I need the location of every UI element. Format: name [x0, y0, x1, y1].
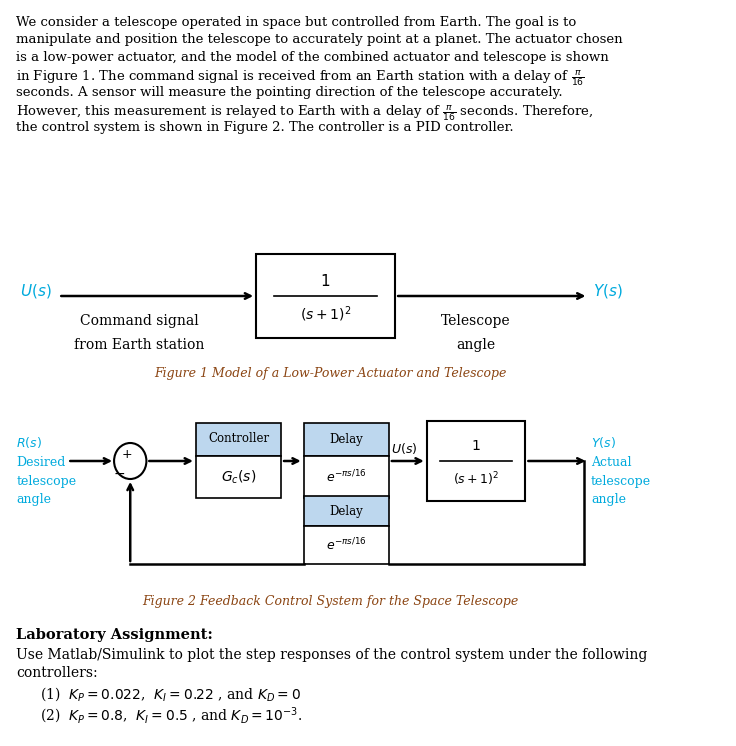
Text: angle: angle	[591, 492, 626, 506]
Text: controllers:: controllers:	[16, 666, 98, 680]
Text: telescope: telescope	[591, 474, 651, 487]
Text: (1)  $K_P = 0.022$,  $K_I = 0.22$ , and $K_D = 0$: (1) $K_P = 0.022$, $K_I = 0.22$ , and $K…	[40, 685, 301, 703]
Text: Command signal: Command signal	[79, 314, 199, 328]
FancyBboxPatch shape	[303, 456, 389, 498]
Text: Delay: Delay	[330, 504, 363, 518]
Text: angle: angle	[456, 338, 495, 352]
Text: is a low-power actuator, and the model of the combined actuator and telescope is: is a low-power actuator, and the model o…	[16, 51, 609, 64]
Text: $Y(s)$: $Y(s)$	[592, 282, 623, 300]
Text: $e^{-\pi s/16}$: $e^{-\pi s/16}$	[326, 468, 367, 486]
Text: $e^{-\pi s/16}$: $e^{-\pi s/16}$	[326, 536, 367, 554]
Text: Delay: Delay	[330, 433, 363, 445]
Text: $G_c(s)$: $G_c(s)$	[221, 468, 256, 486]
FancyBboxPatch shape	[303, 496, 389, 526]
Text: $R(s)$: $R(s)$	[16, 436, 42, 451]
Text: seconds. A sensor will measure the pointing direction of the telescope accuratel: seconds. A sensor will measure the point…	[16, 86, 563, 99]
FancyBboxPatch shape	[196, 423, 281, 456]
Text: $(s+1)^2$: $(s+1)^2$	[300, 304, 351, 324]
Text: Actual: Actual	[591, 457, 631, 469]
Text: telescope: telescope	[16, 474, 77, 487]
Text: Figure 2 Feedback Control System for the Space Telescope: Figure 2 Feedback Control System for the…	[142, 595, 519, 607]
FancyBboxPatch shape	[303, 423, 389, 456]
Text: +: +	[121, 448, 132, 460]
Text: Controller: Controller	[208, 433, 269, 445]
Text: $-$: $-$	[113, 466, 126, 480]
Text: Desired: Desired	[16, 457, 66, 469]
Text: (2)  $K_P = 0.8$,  $K_I = 0.5$ , and $K_D = 10^{-3}$.: (2) $K_P = 0.8$, $K_I = 0.5$ , and $K_D …	[40, 706, 303, 727]
Text: $U(s)$: $U(s)$	[20, 282, 52, 300]
Text: We consider a telescope operated in space but controlled from Earth. The goal is: We consider a telescope operated in spac…	[16, 16, 576, 29]
Text: manipulate and position the telescope to accurately point at a planet. The actua: manipulate and position the telescope to…	[16, 34, 623, 46]
Text: from Earth station: from Earth station	[74, 338, 205, 352]
Text: $Y(s)$: $Y(s)$	[591, 436, 616, 451]
Text: However, this measurement is relayed to Earth with a delay of $\frac{\pi}{16}$ s: However, this measurement is relayed to …	[16, 104, 594, 123]
Text: Figure 1 Model of a Low-Power Actuator and Telescope: Figure 1 Model of a Low-Power Actuator a…	[155, 368, 506, 380]
Text: the control system is shown in Figure 2. The controller is a PID controller.: the control system is shown in Figure 2.…	[16, 121, 514, 134]
FancyBboxPatch shape	[196, 456, 281, 498]
FancyBboxPatch shape	[427, 421, 526, 501]
Text: $(s+1)^2$: $(s+1)^2$	[453, 470, 499, 488]
FancyBboxPatch shape	[303, 526, 389, 564]
Text: in Figure 1. The command signal is received from an Earth station with a delay o: in Figure 1. The command signal is recei…	[16, 69, 585, 88]
Text: angle: angle	[16, 492, 52, 506]
Text: $1$: $1$	[471, 439, 481, 453]
Text: $U(s)$: $U(s)$	[391, 442, 417, 457]
Text: $1$: $1$	[320, 273, 330, 289]
Text: Laboratory Assignment:: Laboratory Assignment:	[16, 628, 213, 642]
FancyBboxPatch shape	[256, 254, 395, 338]
Text: Use Matlab/Simulink to plot the step responses of the control system under the f: Use Matlab/Simulink to plot the step res…	[16, 648, 648, 662]
Text: Telescope: Telescope	[442, 314, 511, 328]
